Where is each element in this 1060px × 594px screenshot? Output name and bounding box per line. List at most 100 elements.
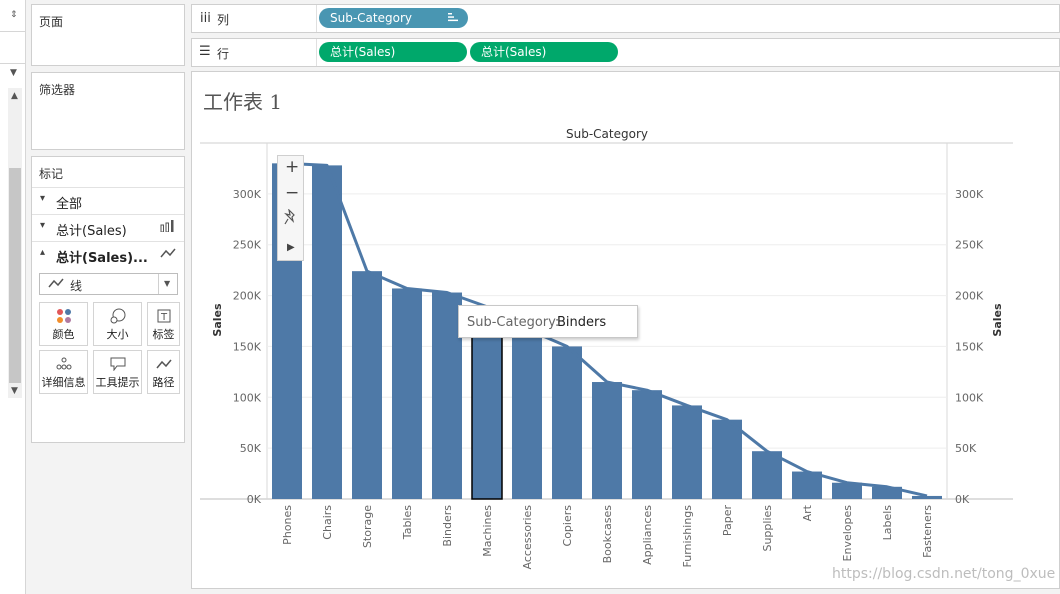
bar-fasteners[interactable]: [912, 495, 942, 499]
y-tick-label-right: 0K: [955, 493, 970, 506]
rows-shelf[interactable]: ☰ 行 总计(Sales) 总计(Sales): [191, 38, 1060, 67]
path-button[interactable]: 路径: [147, 350, 180, 394]
y-tick-label-left: 300K: [233, 188, 262, 201]
x-tick-label: Accessories: [521, 505, 534, 570]
filters-title: 筛选器: [39, 83, 76, 97]
chart: Sub-Category 0K 50K 100K 150K 200K 250K 300K 0…: [200, 127, 1013, 570]
marks-row-label: 总计(Sales): [56, 224, 127, 239]
columns-shelf-label: 列: [217, 13, 230, 27]
divider: [316, 5, 317, 32]
chevron-down-icon: ▾: [40, 220, 46, 231]
x-tick-label: Tables: [401, 505, 414, 540]
label-button[interactable]: T 标签: [147, 302, 180, 346]
sub-category-pill[interactable]: Sub-Category: [319, 8, 468, 28]
mark-type-label: 线: [70, 279, 83, 293]
chart-title: Sub-Category: [566, 127, 648, 141]
marks-title: 标记: [39, 167, 64, 181]
pill-label: 总计(Sales): [330, 45, 396, 59]
color-icon: [40, 306, 87, 326]
pages-title: 页面: [39, 15, 64, 29]
pin-icon[interactable]: [284, 208, 298, 228]
sales-pill-1[interactable]: 总计(Sales): [319, 42, 467, 62]
columns-icon: iii: [200, 11, 211, 26]
marks-row-sales-bar[interactable]: ▾ 总计(Sales): [32, 214, 184, 242]
size-label: 大小: [106, 328, 129, 341]
x-tick-label: Labels: [881, 505, 894, 541]
x-tick-label: Supplies: [761, 505, 774, 552]
size-icon: [94, 306, 141, 326]
divider: [316, 39, 317, 66]
divider: [0, 31, 25, 32]
bar-copiers[interactable]: [552, 346, 582, 499]
dropdown-icon[interactable]: ▼: [10, 68, 17, 78]
x-tick-label: Machines: [481, 505, 494, 557]
sales-line-series[interactable]: [286, 161, 928, 498]
y-tick-label-left: 50K: [240, 442, 262, 455]
x-tick-label: Furnishings: [681, 505, 694, 568]
bar-paper[interactable]: [712, 419, 742, 499]
tooltip-button[interactable]: 工具提示: [93, 350, 142, 394]
chevron-up-icon: ▴: [40, 247, 46, 258]
x-tick-label: Binders: [441, 505, 454, 547]
y-tick-label-left: 0K: [247, 493, 262, 506]
scrollbar-thumb[interactable]: [9, 168, 21, 383]
bar-machines[interactable]: [471, 306, 503, 500]
x-tick-label: Paper: [721, 505, 734, 537]
columns-shelf[interactable]: iii 列 Sub-Category: [191, 4, 1060, 33]
bar-furnishings[interactable]: [672, 405, 702, 499]
y-tick-label-right: 50K: [955, 442, 977, 455]
tooltip-label: 工具提示: [95, 376, 140, 389]
filters-card[interactable]: 筛选器: [31, 72, 185, 150]
detail-icon: [40, 354, 87, 374]
sales-pill-2[interactable]: 总计(Sales): [470, 42, 618, 62]
bar-appliances[interactable]: [632, 390, 662, 499]
bar-accessories[interactable]: [512, 329, 542, 499]
expand-arrow-icon[interactable]: ▶: [287, 242, 295, 253]
bar-chairs[interactable]: [312, 165, 342, 499]
y-tick-label-right: 150K: [955, 340, 984, 353]
pages-card[interactable]: 页面: [31, 4, 185, 66]
rows-shelf-label: 行: [217, 47, 230, 61]
y-tick-label-left: 150K: [233, 340, 262, 353]
zoom-in-icon[interactable]: +: [285, 157, 300, 177]
bar-storage[interactable]: [352, 271, 382, 499]
sort-icon[interactable]: ⇕: [10, 10, 18, 20]
tooltip-field-value: Binders: [557, 315, 607, 330]
scroll-down-icon[interactable]: ▼: [11, 386, 18, 396]
bar-tables[interactable]: [392, 288, 422, 499]
tooltip-icon: [94, 354, 141, 374]
divider: [0, 63, 25, 64]
label-icon: T: [148, 306, 179, 326]
scroll-up-icon[interactable]: ▲: [11, 91, 18, 101]
bar-supplies[interactable]: [752, 451, 782, 499]
size-button[interactable]: 大小: [93, 302, 142, 346]
x-tick-label: Bookcases: [601, 505, 614, 564]
line-chart-icon: [160, 247, 176, 263]
bar-binders[interactable]: [432, 292, 462, 499]
color-button[interactable]: 颜色: [39, 302, 88, 346]
marks-card: 标记 ▾ 全部 ▾ 总计(Sales) ▴ 总计(Sales)... 线 ▼ 颜…: [31, 156, 185, 443]
worksheet-title: 工作表 1: [203, 90, 283, 114]
detail-label: 详细信息: [41, 376, 86, 389]
label-label: 标签: [152, 328, 175, 341]
zoom-out-icon[interactable]: −: [285, 183, 300, 203]
marks-row-label: 全部: [56, 197, 83, 212]
y-tick-label-right: 300K: [955, 188, 984, 201]
path-label: 路径: [152, 376, 175, 389]
marks-row-label: 总计(Sales)...: [56, 251, 148, 266]
mark-type-select[interactable]: 线 ▼: [39, 273, 178, 295]
line-chart-icon: [48, 277, 64, 292]
marks-row-sales-line[interactable]: ▴ 总计(Sales)...: [32, 241, 184, 269]
y-tick-label-left: 200K: [233, 290, 262, 303]
marks-row-all[interactable]: ▾ 全部: [32, 187, 184, 215]
detail-button[interactable]: 详细信息: [39, 350, 88, 394]
y-tick-label-right: 250K: [955, 239, 984, 252]
bar-art[interactable]: [792, 471, 822, 499]
y-tick-label-right: 100K: [955, 391, 984, 404]
pill-label: 总计(Sales): [481, 45, 547, 59]
bar-envelopes[interactable]: [832, 482, 862, 499]
y-tick-label-left: 250K: [233, 239, 262, 252]
y-tick-label-right: 200K: [955, 290, 984, 303]
bar-bookcases[interactable]: [592, 382, 622, 499]
x-tick-label: Storage: [361, 505, 374, 548]
